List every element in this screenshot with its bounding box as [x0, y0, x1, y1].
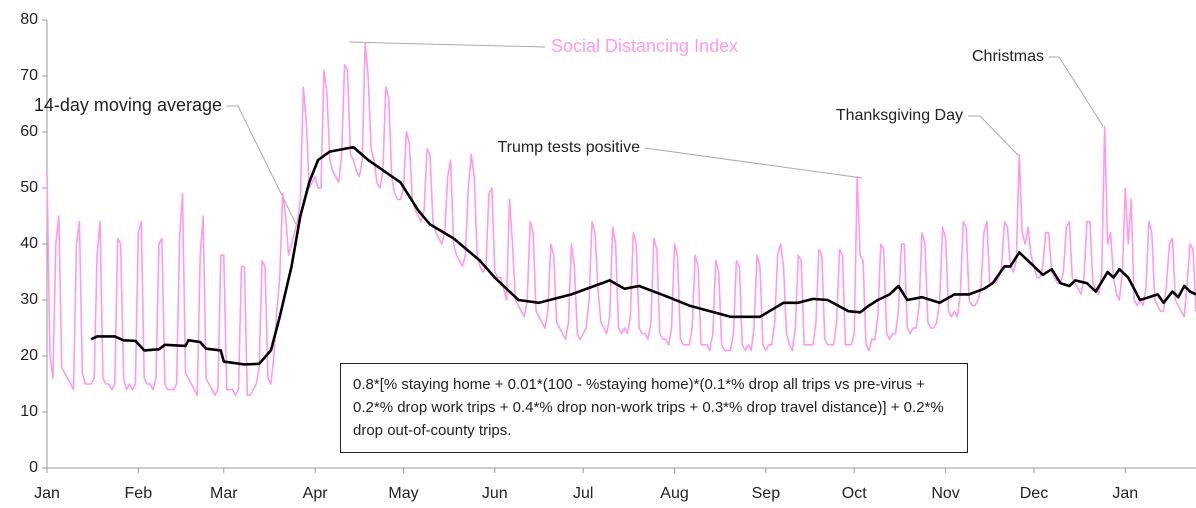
y-tick-label: 30: [20, 291, 38, 308]
x-tick-label: Jun: [482, 485, 508, 502]
leader-line: [1049, 56, 1104, 127]
series-line: [46, 41, 1196, 396]
x-tick-label: Nov: [931, 485, 959, 502]
x-tick-label: Feb: [125, 485, 153, 502]
y-tick-label: 80: [20, 11, 38, 28]
formula-note: 0.8*[% staying home + 0.01*(100 - %stayi…: [340, 363, 968, 453]
y-tick-label: 0: [29, 459, 38, 476]
annotation: Christmas: [972, 48, 1044, 65]
x-tick-label: May: [388, 485, 418, 502]
x-tick-label: Jan: [34, 485, 60, 502]
x-tick-label: Mar: [210, 485, 238, 502]
y-tick-label: 70: [20, 67, 38, 84]
x-tick-label: Jan: [1112, 485, 1138, 502]
y-tick-label: 20: [20, 347, 38, 364]
series-line: [90, 145, 1196, 366]
y-tick-label: 50: [20, 179, 38, 196]
y-tick-label: 40: [20, 235, 38, 252]
x-tick-label: Oct: [842, 485, 867, 502]
leader-line: [968, 115, 1019, 156]
x-tick-label: Jul: [573, 485, 593, 502]
leader-line: [226, 105, 299, 229]
y-tick-label: 10: [20, 403, 38, 420]
annotation: Thanksgiving Day: [836, 107, 963, 124]
annotation: Trump tests positive: [497, 139, 640, 156]
y-tick-label: 60: [20, 123, 38, 140]
x-tick-label: Sep: [752, 485, 781, 502]
x-tick-label: Dec: [1020, 485, 1048, 502]
leader-line: [348, 41, 546, 48]
leader-line: [644, 147, 863, 179]
annotation: 14-day moving average: [34, 95, 222, 115]
annotation: Social Distancing Index: [551, 36, 738, 56]
x-tick-label: Aug: [660, 485, 688, 502]
x-tick-label: Apr: [303, 485, 329, 502]
